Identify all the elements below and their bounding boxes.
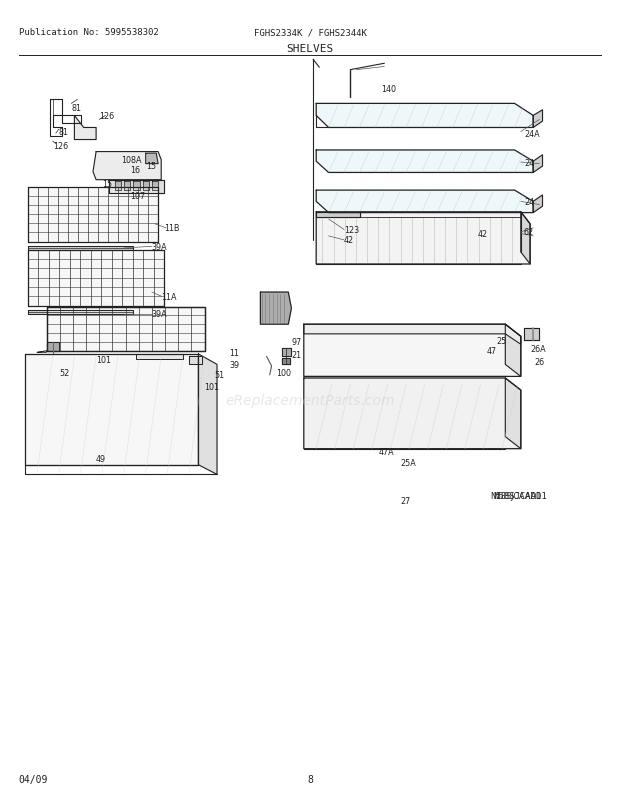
- Text: 04/09: 04/09: [19, 775, 48, 784]
- Text: 26: 26: [534, 358, 544, 367]
- Polygon shape: [28, 250, 164, 306]
- Text: 101: 101: [205, 382, 219, 391]
- Polygon shape: [505, 325, 521, 377]
- Text: 100: 100: [276, 368, 291, 378]
- Polygon shape: [124, 182, 130, 191]
- Text: 39A: 39A: [152, 310, 167, 319]
- Text: 97: 97: [291, 337, 302, 346]
- Text: 15: 15: [146, 161, 156, 171]
- Text: 42: 42: [344, 236, 354, 245]
- Text: 107: 107: [130, 192, 145, 201]
- Text: 8: 8: [307, 775, 313, 784]
- Polygon shape: [46, 342, 59, 351]
- Polygon shape: [282, 349, 291, 357]
- Text: 25A: 25A: [400, 458, 415, 468]
- Polygon shape: [115, 182, 121, 191]
- Polygon shape: [316, 151, 533, 173]
- Polygon shape: [143, 182, 149, 191]
- Text: 39: 39: [229, 360, 239, 370]
- Text: 51: 51: [214, 370, 224, 379]
- Text: Publication No: 5995538302: Publication No: 5995538302: [19, 28, 158, 37]
- Text: 21: 21: [291, 350, 301, 360]
- Text: 49: 49: [96, 454, 106, 464]
- Polygon shape: [93, 152, 161, 180]
- Polygon shape: [46, 307, 205, 351]
- Text: 140: 140: [381, 85, 396, 95]
- Polygon shape: [28, 310, 133, 314]
- Polygon shape: [136, 354, 183, 359]
- Text: 11A: 11A: [161, 292, 177, 302]
- Text: 25: 25: [496, 336, 507, 346]
- Text: 62: 62: [524, 228, 534, 237]
- Text: 27: 27: [400, 496, 410, 506]
- Polygon shape: [152, 182, 158, 191]
- Text: 15: 15: [102, 180, 112, 189]
- Text: 24: 24: [524, 158, 534, 168]
- Text: 42: 42: [477, 229, 487, 239]
- Polygon shape: [260, 293, 291, 325]
- Polygon shape: [533, 111, 542, 128]
- Polygon shape: [304, 325, 521, 345]
- Text: 24: 24: [524, 197, 534, 207]
- Polygon shape: [28, 246, 133, 250]
- Text: 81: 81: [71, 103, 81, 113]
- Polygon shape: [316, 213, 530, 265]
- Polygon shape: [304, 379, 521, 449]
- Text: 26A: 26A: [530, 344, 546, 354]
- Polygon shape: [282, 358, 290, 365]
- Polygon shape: [316, 104, 533, 128]
- Polygon shape: [533, 196, 542, 213]
- Polygon shape: [74, 116, 96, 140]
- Text: eReplacementParts.com: eReplacementParts.com: [225, 394, 395, 408]
- Polygon shape: [146, 154, 158, 164]
- Polygon shape: [521, 213, 530, 265]
- Polygon shape: [533, 156, 542, 173]
- Text: N58SJCAAD1: N58SJCAAD1: [493, 491, 547, 500]
- Polygon shape: [198, 354, 217, 475]
- Text: 123: 123: [344, 225, 359, 235]
- Text: 16: 16: [130, 165, 140, 175]
- Text: 81: 81: [59, 128, 69, 137]
- Polygon shape: [316, 213, 360, 218]
- Text: 108A: 108A: [121, 156, 141, 165]
- Text: 52: 52: [59, 368, 69, 378]
- Polygon shape: [316, 191, 533, 213]
- Polygon shape: [304, 325, 521, 377]
- Text: 101: 101: [96, 355, 111, 365]
- Text: N58SJCAAD1: N58SJCAAD1: [490, 491, 541, 500]
- Text: 126: 126: [99, 111, 114, 121]
- Text: 11B: 11B: [164, 224, 180, 233]
- Text: 39A: 39A: [152, 242, 167, 252]
- Polygon shape: [25, 354, 198, 465]
- Polygon shape: [189, 357, 202, 365]
- Text: FGHS2334K / FGHS2344K: FGHS2334K / FGHS2344K: [254, 28, 366, 37]
- Text: 11: 11: [229, 348, 239, 358]
- Text: 47A: 47A: [378, 447, 394, 456]
- Polygon shape: [524, 329, 539, 341]
- Text: 126: 126: [53, 141, 68, 151]
- Polygon shape: [28, 188, 158, 242]
- Text: SHELVES: SHELVES: [286, 44, 334, 54]
- Polygon shape: [108, 180, 164, 194]
- Text: 47: 47: [487, 346, 497, 356]
- Polygon shape: [133, 182, 140, 191]
- Polygon shape: [505, 379, 521, 449]
- Text: 24A: 24A: [524, 130, 539, 140]
